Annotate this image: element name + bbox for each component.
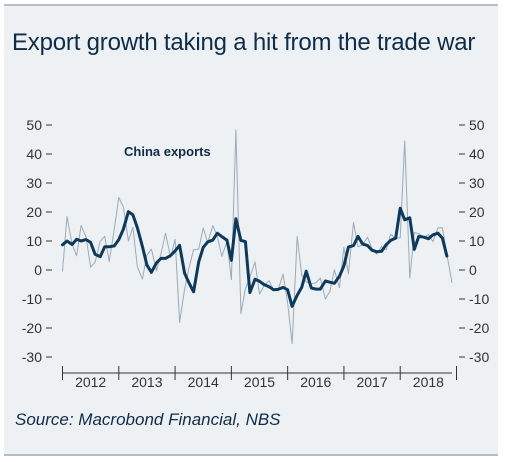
x-tick-label: 2018: [413, 374, 444, 390]
y-tick-label-right: 40: [469, 146, 485, 162]
series-line-monthly: [62, 129, 453, 345]
x-tick-label: 2016: [300, 374, 331, 390]
y-tick-label-right: -20: [469, 320, 489, 336]
y-tick-label-right: -10: [469, 291, 489, 307]
left-axis: -30 -20 -10 0 10 20 30 40 50: [22, 117, 52, 365]
x-tick-label: 2015: [244, 374, 275, 390]
y-tick-label-right: 50: [469, 117, 485, 133]
y-tick-label-right: 30: [469, 175, 485, 191]
x-tick-label: 2012: [75, 374, 106, 390]
y-tick-label-right: 0: [469, 262, 477, 278]
series-layer: [61, 129, 453, 345]
y-tick-label-left: 50: [26, 117, 42, 133]
right-axis: -30 -20 -10 0 10 20 30 40 50: [459, 117, 489, 365]
y-tick-label-left: -30: [22, 349, 42, 365]
y-tick-label-left: 0: [34, 262, 42, 278]
y-tick-label-left: -10: [22, 291, 42, 307]
y-tick-label-right: 10: [469, 233, 485, 249]
y-tick-label-right: 20: [469, 204, 485, 220]
y-tick-label-left: 20: [26, 204, 42, 220]
source-note: Source: Macrobond Financial, NBS: [15, 410, 281, 429]
y-tick-label-left: 30: [26, 175, 42, 191]
x-tick-label: 2013: [131, 374, 162, 390]
series-annotation-china-exports: China exports: [124, 144, 211, 159]
y-tick-label-right: -30: [469, 349, 489, 365]
series-line-smoothed: [61, 206, 449, 308]
x-axis: 2012 2013 2014 2015 2016 2017 2018: [62, 366, 458, 390]
y-tick-label-left: -20: [22, 320, 42, 336]
chart-panel: [4, 4, 498, 456]
x-tick-label: 2014: [188, 374, 219, 390]
y-tick-label-left: 10: [26, 233, 42, 249]
x-tick-label: 2017: [356, 374, 387, 390]
chart-title: Export growth taking a hit from the trad…: [12, 29, 476, 56]
y-tick-label-left: 40: [26, 146, 42, 162]
